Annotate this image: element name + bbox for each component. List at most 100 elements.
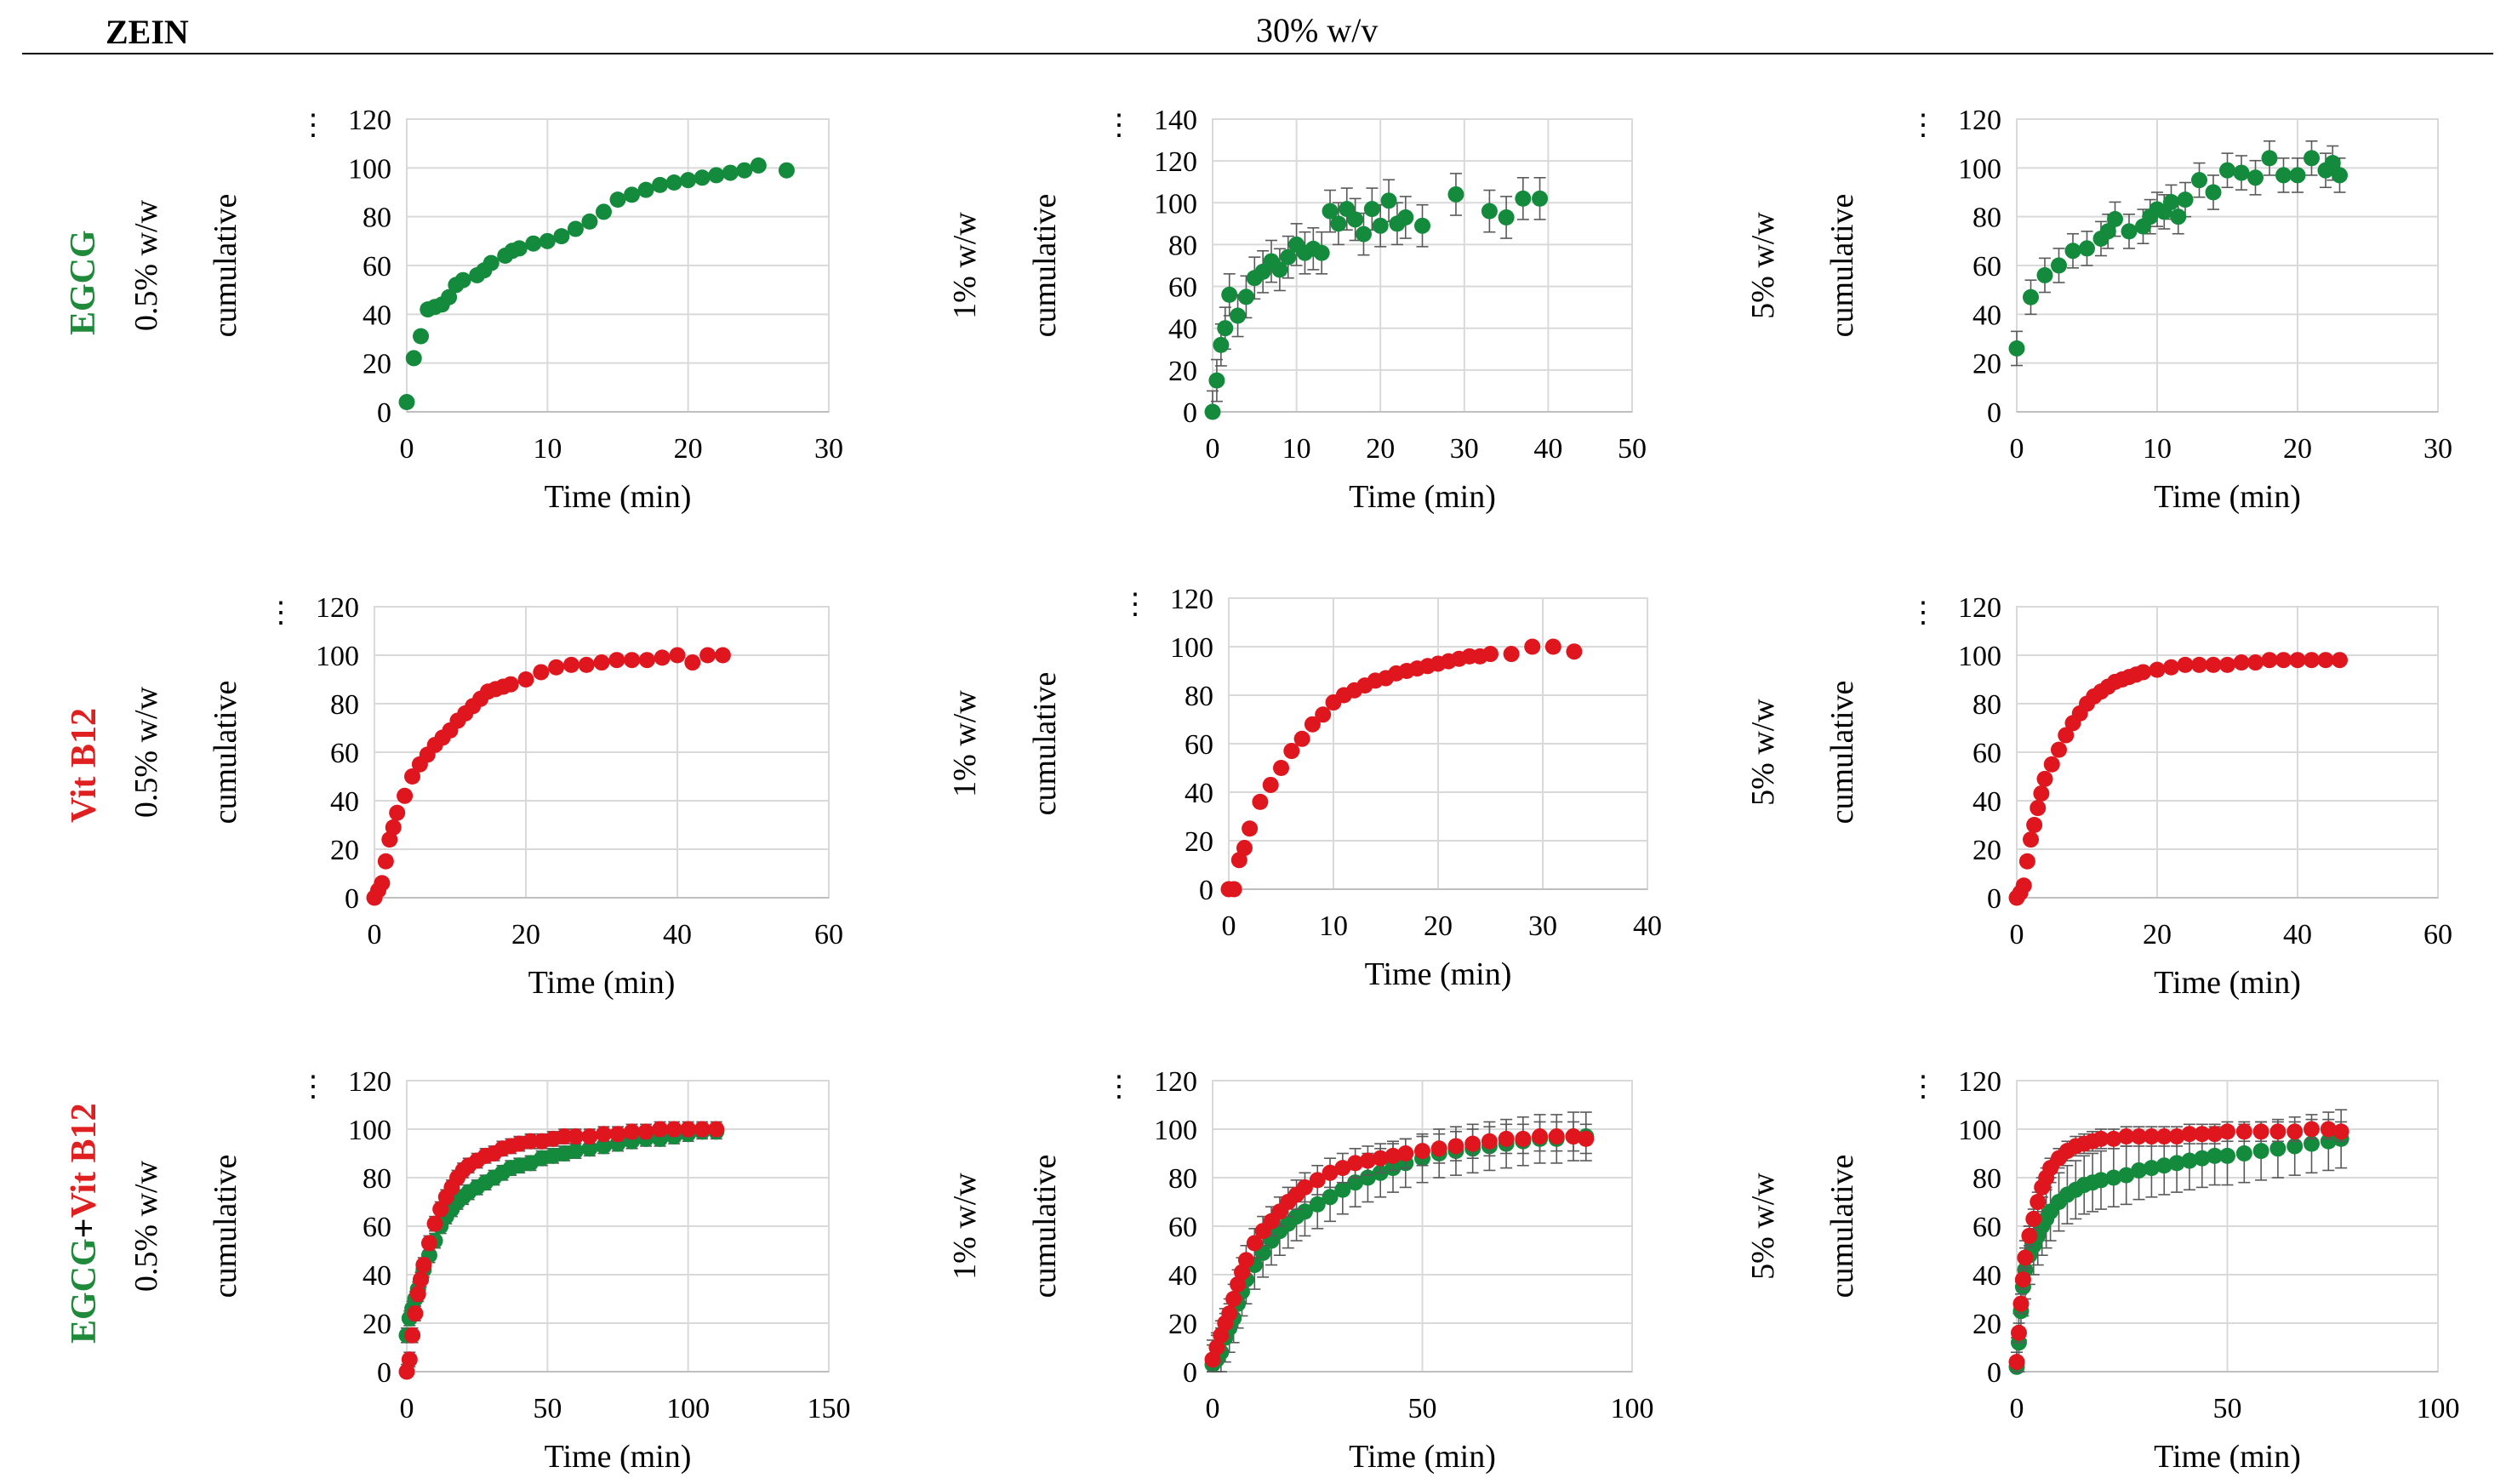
data-point: [1578, 1130, 1595, 1147]
x-tick-label: 30: [2424, 433, 2452, 465]
x-tick-label: 0: [1206, 433, 1220, 465]
data-point: [2163, 659, 2179, 676]
x-axis-label: Time (min): [545, 479, 692, 515]
y-tick-label: 120: [348, 105, 391, 136]
x-tick-label: 40: [663, 919, 692, 950]
data-point: [1363, 201, 1380, 218]
data-point: [1230, 852, 1247, 869]
data-point: [609, 191, 626, 208]
x-tick-label: 100: [666, 1393, 710, 1424]
x-tick-label: 0: [2010, 1393, 2024, 1424]
series-egcg: [1204, 173, 1549, 420]
data-point: [397, 787, 414, 804]
y-tick-label: 0: [1987, 1357, 2001, 1389]
x-tick-label: 50: [1408, 1393, 1437, 1424]
data-point: [680, 1121, 697, 1138]
y-tick-label: 20: [1168, 356, 1197, 387]
data-point: [714, 647, 731, 664]
y-tick-label: 100: [1958, 1115, 2001, 1146]
data-point: [2269, 1140, 2286, 1157]
y-tick-label: 80: [1972, 203, 2001, 234]
data-point: [595, 1126, 612, 1143]
x-tick-label: 10: [1319, 910, 1348, 942]
data-point: [2155, 1157, 2172, 1174]
y-tick-label: 20: [1168, 1309, 1197, 1340]
data-point: [415, 1257, 432, 1274]
y-tick-label: 60: [330, 738, 359, 769]
data-point: [2168, 1128, 2185, 1145]
data-point: [1347, 211, 1364, 228]
data-point: [2219, 1147, 2235, 1164]
data-point: [624, 652, 641, 669]
data-point: [1397, 208, 1414, 225]
y-tick-label: 0: [345, 883, 359, 915]
data-point: [2051, 257, 2067, 274]
data-point: [533, 664, 550, 681]
x-axis-label: Time (min): [1365, 956, 1512, 992]
data-point: [2304, 150, 2320, 167]
data-point: [2247, 169, 2264, 186]
data-point: [1397, 1145, 1414, 1162]
y-tick-label: 60: [1168, 272, 1197, 304]
data-point: [2191, 172, 2207, 189]
data-point: [409, 1286, 426, 1303]
data-point: [1280, 248, 1297, 265]
data-point: [2012, 1295, 2030, 1312]
x-tick-label: 40: [1533, 433, 1562, 465]
data-point: [2205, 656, 2222, 673]
series-vit-b12: [398, 1121, 725, 1380]
data-point: [2058, 727, 2075, 744]
x-tick-label: 0: [2010, 433, 2024, 465]
data-point: [1380, 192, 1397, 209]
x-tick-label: 20: [1424, 910, 1453, 942]
data-point: [708, 1121, 725, 1138]
data-point: [1225, 1291, 1242, 1307]
y-axis-ellipsis: ⋮: [1121, 589, 1150, 620]
data-point: [1566, 643, 1583, 660]
data-point: [1234, 1264, 1251, 1281]
chart-2-0: 0 20 40 60 80 100 120 0 50 100 150 Time (min) ⋮: [299, 1066, 851, 1475]
data-point: [2143, 1160, 2160, 1177]
y-tick-label: 0: [377, 397, 391, 429]
data-point: [2092, 1172, 2110, 1189]
data-point: [454, 271, 471, 288]
data-point: [2135, 664, 2151, 681]
x-axis-label: Time (min): [1349, 479, 1496, 515]
data-point: [2320, 1121, 2337, 1138]
data-point: [1482, 646, 1499, 663]
data-point: [750, 157, 767, 174]
y-tick-label: 20: [1972, 835, 2001, 866]
data-point: [778, 162, 795, 179]
data-point: [405, 350, 422, 367]
data-point: [2332, 1123, 2349, 1140]
data-point: [482, 254, 500, 271]
y-tick-label: 20: [1185, 826, 1213, 858]
data-point: [624, 1123, 641, 1140]
y-tick-label: 0: [1183, 1357, 1197, 1389]
data-point: [2269, 1123, 2286, 1140]
data-point: [1447, 186, 1464, 203]
data-point: [2317, 652, 2334, 669]
data-point: [525, 235, 542, 252]
y-tick-label: 80: [363, 203, 391, 234]
data-point: [1293, 730, 1310, 747]
data-point: [2163, 193, 2179, 210]
data-point: [426, 1215, 443, 1232]
x-tick-label: 0: [368, 919, 382, 950]
y-tick-label: 40: [363, 1260, 391, 1292]
x-tick-label: 20: [511, 919, 540, 950]
y-tick-label: 0: [1183, 397, 1197, 429]
x-axis-label: Time (min): [545, 1439, 692, 1475]
data-point: [1414, 217, 1430, 234]
x-tick-label: 50: [2213, 1393, 2242, 1424]
x-tick-label: 100: [1611, 1393, 1654, 1424]
data-point: [608, 652, 625, 669]
data-point: [593, 654, 610, 671]
data-point: [2015, 877, 2032, 894]
data-point: [2177, 191, 2194, 208]
data-point: [694, 1121, 711, 1138]
data-point: [539, 232, 556, 249]
x-tick-label: 100: [2417, 1393, 2460, 1424]
x-tick-label: 20: [2143, 919, 2172, 950]
